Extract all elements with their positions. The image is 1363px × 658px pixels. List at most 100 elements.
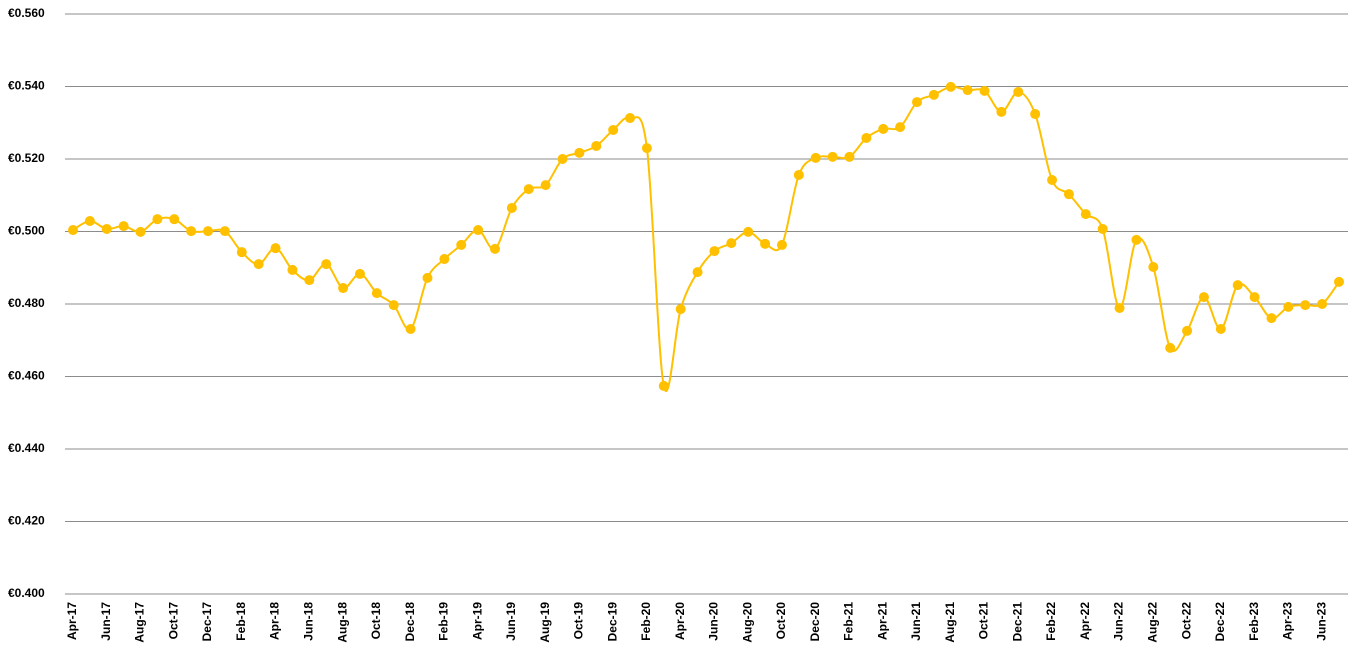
x-tick-label: Jun-23	[1314, 602, 1328, 641]
marker	[422, 272, 433, 283]
x-tick-label: Jun-18	[301, 602, 315, 641]
marker	[118, 221, 129, 232]
marker	[490, 243, 500, 254]
x-tick-label: Jun-19	[504, 602, 518, 641]
x-tick-label: Oct-22	[1179, 602, 1193, 640]
x-tick-label: Aug-20	[740, 602, 754, 643]
marker	[658, 380, 669, 391]
y-tick-label: €0.420	[8, 514, 45, 528]
x-tick-label: Dec-19	[605, 602, 619, 642]
marker	[1334, 276, 1344, 287]
marker	[895, 122, 906, 133]
x-tick-label: Dec-17	[200, 602, 214, 642]
marker	[945, 81, 956, 92]
y-tick-label: €0.460	[8, 369, 45, 383]
marker	[1249, 292, 1260, 303]
x-tick-label: Dec-20	[808, 602, 822, 642]
marker	[1030, 109, 1041, 120]
x-tick-label: Apr-23	[1281, 602, 1295, 640]
marker	[709, 246, 720, 257]
marker	[726, 238, 737, 249]
marker	[405, 324, 416, 335]
x-tick-label: Jun-21	[909, 602, 923, 641]
marker	[186, 226, 197, 237]
x-tick-label: Dec-22	[1213, 602, 1227, 642]
x-tick-label: Dec-18	[403, 602, 417, 642]
x-tick-label: Oct-19	[572, 602, 586, 640]
marker	[962, 85, 973, 96]
x-tick-label: Oct-20	[774, 602, 788, 640]
marker	[793, 169, 804, 180]
x-tick-label: Feb-18	[234, 602, 248, 641]
marker	[861, 132, 872, 143]
marker	[625, 113, 636, 124]
marker	[810, 152, 821, 163]
x-tick-label: Apr-19	[470, 602, 484, 640]
marker	[270, 243, 281, 254]
marker	[135, 226, 146, 237]
marker	[844, 151, 855, 162]
marker	[68, 225, 78, 236]
marker	[203, 226, 214, 237]
x-tick-label: Apr-18	[268, 602, 282, 640]
marker	[523, 184, 534, 195]
marker	[1232, 280, 1243, 291]
marker	[591, 140, 602, 151]
marker	[1047, 175, 1058, 186]
marker	[1182, 325, 1193, 336]
x-tick-label: Oct-21	[977, 602, 991, 640]
marker	[760, 238, 771, 249]
y-tick-label: €0.540	[8, 79, 45, 93]
marker	[338, 283, 349, 294]
marker	[540, 180, 551, 191]
marker	[1097, 223, 1108, 234]
x-tick-label: Aug-21	[943, 602, 957, 643]
marker	[371, 288, 382, 299]
marker	[219, 226, 230, 237]
x-tick-label: Feb-23	[1247, 602, 1261, 641]
marker	[928, 89, 939, 100]
marker	[304, 275, 315, 286]
marker	[1215, 324, 1226, 335]
marker	[321, 259, 332, 270]
marker	[574, 147, 585, 158]
marker	[169, 214, 180, 225]
y-tick-label: €0.480	[8, 296, 45, 310]
x-tick-label: Jun-17	[99, 602, 113, 641]
x-tick-label: Feb-22	[1044, 602, 1058, 641]
marker	[1198, 292, 1209, 303]
y-tick-label: €0.560	[8, 6, 45, 20]
x-tick-label: Aug-18	[335, 602, 349, 643]
x-tick-label: Jun-22	[1112, 602, 1126, 641]
marker	[878, 123, 889, 134]
marker	[253, 259, 264, 270]
marker	[1114, 302, 1125, 313]
x-tick-label: Apr-21	[875, 602, 889, 640]
marker	[1266, 313, 1277, 324]
x-tick-label: Apr-22	[1078, 602, 1092, 640]
marker	[456, 239, 467, 250]
y-tick-label: €0.400	[8, 586, 45, 600]
x-tick-label: Oct-17	[166, 602, 180, 640]
y-tick-label: €0.440	[8, 441, 45, 455]
marker	[692, 267, 703, 278]
marker	[912, 97, 922, 108]
marker	[608, 125, 619, 135]
x-tick-label: Feb-21	[842, 602, 856, 641]
y-tick-label: €0.520	[8, 151, 45, 165]
y-tick-label: €0.500	[8, 224, 45, 238]
x-tick-label: Apr-20	[673, 602, 687, 640]
marker	[354, 268, 365, 279]
x-tick-label: Apr-17	[65, 602, 79, 640]
marker	[827, 151, 838, 162]
marker	[1131, 234, 1142, 245]
marker	[439, 254, 450, 265]
marker	[1317, 299, 1328, 309]
marker	[979, 85, 990, 96]
x-tick-label: Aug-19	[538, 602, 552, 643]
marker	[776, 239, 787, 250]
x-tick-label: Aug-22	[1145, 602, 1159, 643]
marker	[84, 215, 95, 226]
